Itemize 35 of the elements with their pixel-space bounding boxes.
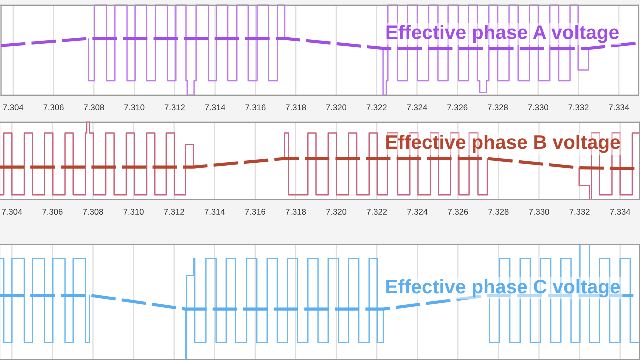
x-tick-label: 7.332	[568, 104, 589, 111]
x-tick-label: 7.316	[245, 209, 266, 215]
x-tick-label: 7.330	[529, 209, 550, 215]
x-tick-label: 7.322	[366, 104, 387, 111]
x-tick-label: 7.320	[326, 209, 347, 215]
x-tick-label: 7.314	[205, 104, 226, 111]
x-tick-label: 7.318	[286, 209, 306, 215]
x-tick-label: 7.306	[44, 104, 64, 111]
series-label: Effective phase C voltage	[386, 279, 620, 298]
x-tick-label: 7.318	[286, 104, 306, 111]
x-tick-label: 7.312	[164, 104, 185, 111]
x-tick-label: 7.326	[448, 104, 468, 111]
x-tick-label: 7.310	[124, 104, 145, 111]
x-tick-label: 7.304	[2, 209, 22, 215]
x-tick-label: 7.334	[610, 209, 631, 215]
x-tick-label: 7.332	[570, 209, 590, 215]
x-tick-label: 7.316	[246, 104, 266, 111]
x-tick-label: 7.308	[84, 104, 104, 111]
x-tick-label: 7.310	[124, 209, 144, 215]
x-tick-label: 7.324	[408, 209, 428, 215]
x-tick-label: 7.322	[367, 209, 388, 215]
series-label: Effective phase B voltage	[386, 134, 620, 154]
x-tick-label: 7.334	[609, 104, 630, 111]
series-label: Effective phase A voltage	[386, 25, 619, 44]
x-tick-label: 7.324	[407, 104, 428, 111]
x-tick-label: 7.304	[3, 104, 24, 111]
x-tick-label: 7.328	[488, 104, 508, 111]
x-tick-label: 7.320	[326, 104, 347, 111]
x-tick-label: 7.330	[528, 104, 548, 111]
x-tick-label: 7.308	[83, 209, 104, 215]
x-tick-label: 7.314	[204, 209, 226, 215]
x-tick-label: 7.312	[164, 209, 184, 215]
x-tick-label: 7.326	[448, 209, 468, 215]
x-tick-label: 7.328	[488, 209, 509, 215]
x-tick-label: 7.306	[42, 209, 63, 215]
